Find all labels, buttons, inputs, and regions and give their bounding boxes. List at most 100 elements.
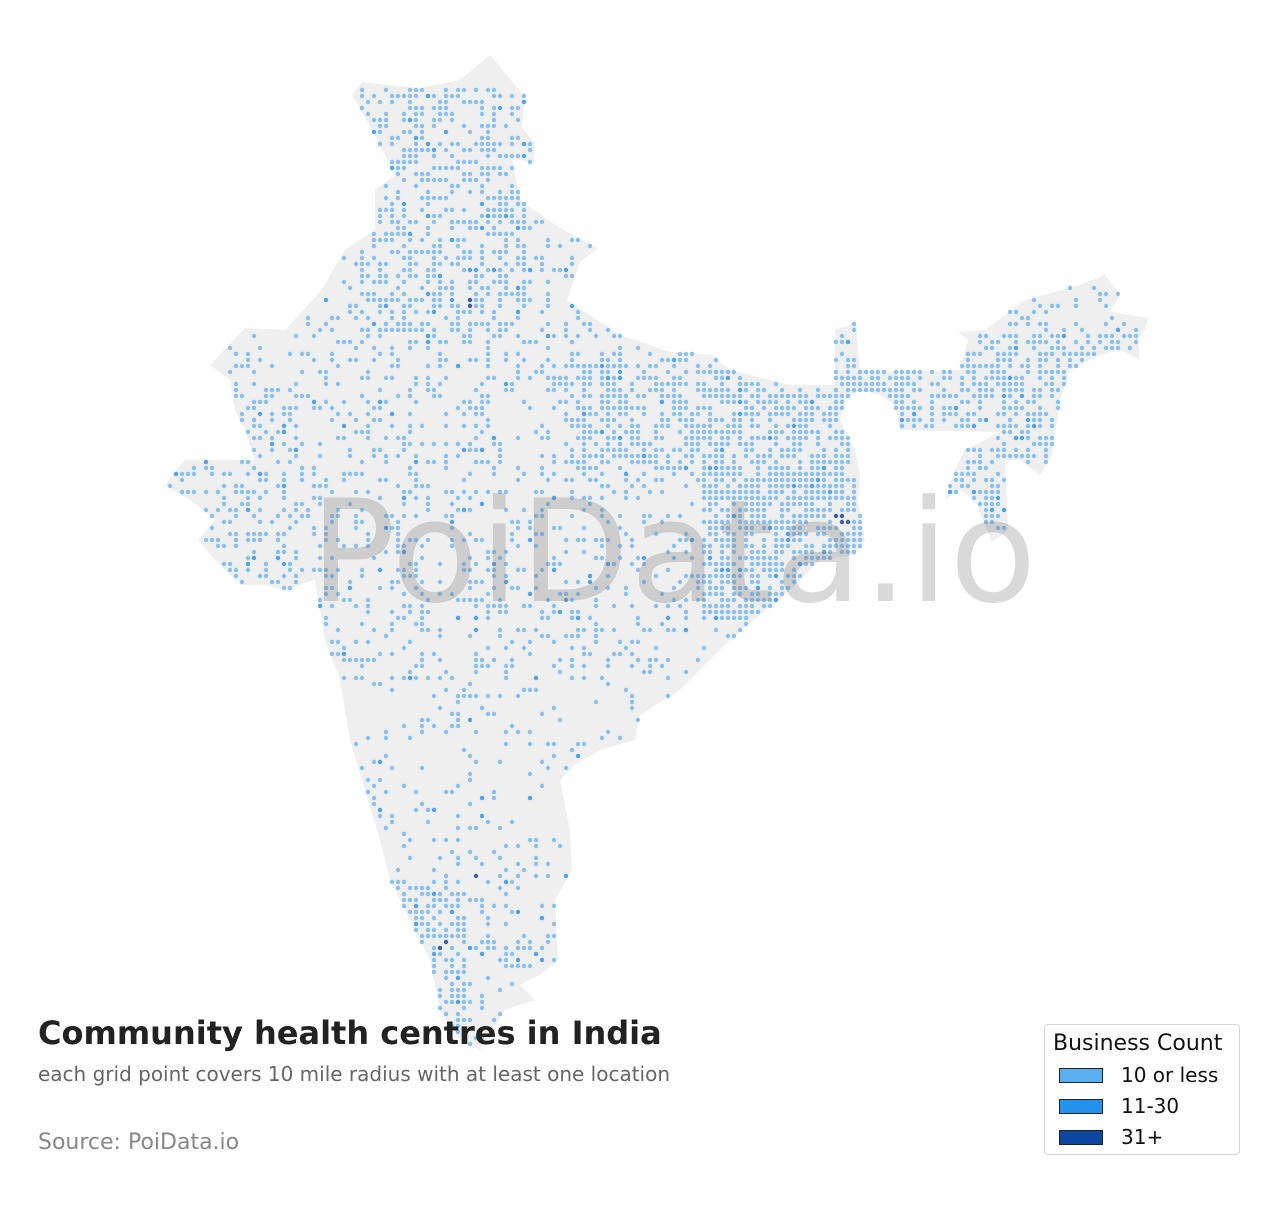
grid-point <box>575 237 581 243</box>
grid-point <box>563 441 569 447</box>
grid-point <box>791 453 797 459</box>
grid-point <box>293 453 299 459</box>
grid-point <box>437 339 443 345</box>
grid-point <box>359 567 365 573</box>
grid-point <box>401 153 407 159</box>
grid-point <box>239 489 245 495</box>
grid-point <box>419 591 425 597</box>
grid-point <box>833 513 839 519</box>
grid-point <box>671 411 677 417</box>
grid-point <box>671 585 677 591</box>
grid-point <box>497 231 503 237</box>
grid-point <box>809 465 815 471</box>
grid-point <box>827 507 833 513</box>
grid-point <box>1019 375 1025 381</box>
grid-point <box>791 489 797 495</box>
grid-point <box>449 327 455 333</box>
grid-point <box>539 759 545 765</box>
grid-point <box>881 387 887 393</box>
grid-point <box>1013 387 1019 393</box>
grid-point <box>437 249 443 255</box>
grid-point <box>449 291 455 297</box>
grid-point <box>737 399 743 405</box>
grid-point <box>695 363 701 369</box>
grid-point <box>473 405 479 411</box>
grid-point <box>767 495 773 501</box>
grid-point <box>347 471 353 477</box>
grid-point <box>221 543 227 549</box>
grid-point <box>275 459 281 465</box>
grid-point <box>479 813 485 819</box>
grid-point <box>395 531 401 537</box>
grid-point <box>1025 411 1031 417</box>
grid-point <box>1121 321 1127 327</box>
grid-point <box>413 339 419 345</box>
grid-point <box>1097 339 1103 345</box>
grid-point <box>869 387 875 393</box>
grid-point <box>893 399 899 405</box>
grid-point <box>773 591 779 597</box>
grid-point <box>821 417 827 423</box>
grid-point <box>839 543 845 549</box>
grid-point <box>581 363 587 369</box>
grid-point <box>539 615 545 621</box>
grid-point <box>389 165 395 171</box>
grid-point <box>479 705 485 711</box>
legend-title: Business Count <box>1053 1031 1223 1056</box>
grid-point <box>545 429 551 435</box>
grid-point <box>653 387 659 393</box>
grid-point <box>527 939 533 945</box>
grid-point <box>431 969 437 975</box>
grid-point <box>509 585 515 591</box>
grid-point <box>977 405 983 411</box>
grid-point <box>395 525 401 531</box>
grid-point <box>485 147 491 153</box>
grid-point <box>713 495 719 501</box>
grid-point <box>401 891 407 897</box>
grid-point <box>689 417 695 423</box>
grid-point <box>437 657 443 663</box>
grid-point <box>671 447 677 453</box>
grid-point <box>785 585 791 591</box>
grid-point <box>425 339 431 345</box>
grid-point <box>401 603 407 609</box>
grid-point <box>299 471 305 477</box>
grid-point <box>833 465 839 471</box>
grid-point <box>401 543 407 549</box>
grid-point <box>371 231 377 237</box>
grid-point <box>371 759 377 765</box>
grid-point <box>977 387 983 393</box>
grid-point <box>701 519 707 525</box>
grid-point <box>479 99 485 105</box>
grid-point <box>737 393 743 399</box>
grid-point <box>455 1011 461 1017</box>
grid-point <box>521 153 527 159</box>
grid-point <box>497 297 503 303</box>
grid-point <box>677 381 683 387</box>
grid-point <box>851 549 857 555</box>
grid-point <box>743 531 749 537</box>
grid-point <box>365 333 371 339</box>
grid-point <box>623 489 629 495</box>
grid-point <box>773 549 779 555</box>
grid-point <box>515 939 521 945</box>
grid-point <box>491 207 497 213</box>
grid-point <box>1001 429 1007 435</box>
grid-point <box>431 807 437 813</box>
grid-point <box>443 669 449 675</box>
grid-point <box>929 381 935 387</box>
grid-point <box>287 351 293 357</box>
grid-point <box>995 369 1001 375</box>
grid-point <box>515 963 521 969</box>
grid-point <box>335 537 341 543</box>
grid-point <box>1031 393 1037 399</box>
grid-point <box>449 933 455 939</box>
grid-point <box>473 561 479 567</box>
grid-point <box>941 417 947 423</box>
grid-point <box>737 615 743 621</box>
grid-point <box>491 225 497 231</box>
grid-point <box>1109 315 1115 321</box>
grid-point <box>731 369 737 375</box>
grid-point <box>491 795 497 801</box>
grid-point <box>845 339 851 345</box>
